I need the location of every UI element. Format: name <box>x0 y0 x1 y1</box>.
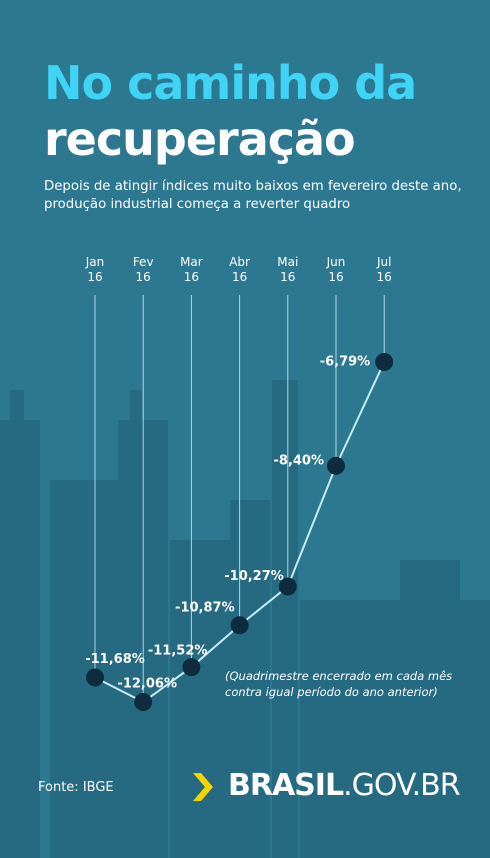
data-label: -10,27% <box>224 569 284 584</box>
logo-arrow <box>193 773 213 801</box>
title: No caminho da <box>44 56 417 110</box>
data-point <box>182 658 201 677</box>
data-label: -11,52% <box>148 644 208 659</box>
x-tick-label: Jul 16 <box>376 255 392 284</box>
x-tick-label: Jun 16 <box>326 255 346 284</box>
note: (Quadrimestre encerrado em cada mês cont… <box>225 669 453 699</box>
data-label: -11,68% <box>85 652 145 667</box>
data-point <box>86 668 104 687</box>
data-label: -8,40% <box>274 453 325 468</box>
source: Fonte: IBGE <box>38 780 114 795</box>
title: recuperação <box>44 112 356 166</box>
refinery-silhouette <box>0 380 490 858</box>
data-label: -6,79% <box>320 355 371 370</box>
x-tick-label: Fev 16 <box>132 255 154 284</box>
subtitle: Depois de atingir índices muito baixos e… <box>44 179 462 212</box>
x-tick-label: Mai 16 <box>277 255 299 284</box>
data-point <box>134 693 153 711</box>
logo-text: BRASIL <box>228 768 344 803</box>
x-tick-label: Abr 16 <box>229 255 250 284</box>
data-point <box>375 353 394 371</box>
logo-text: .GOV.BR <box>343 768 460 803</box>
logo: BRASIL.GOV.BR <box>228 768 461 803</box>
data-label: -10,87% <box>175 601 235 616</box>
x-tick-label: Mar 16 <box>180 255 203 284</box>
data-point <box>327 456 345 475</box>
x-tick-label: Jan 16 <box>85 255 105 284</box>
data-point <box>278 577 297 596</box>
data-label: -12,06% <box>117 677 177 692</box>
data-point <box>230 616 249 635</box>
